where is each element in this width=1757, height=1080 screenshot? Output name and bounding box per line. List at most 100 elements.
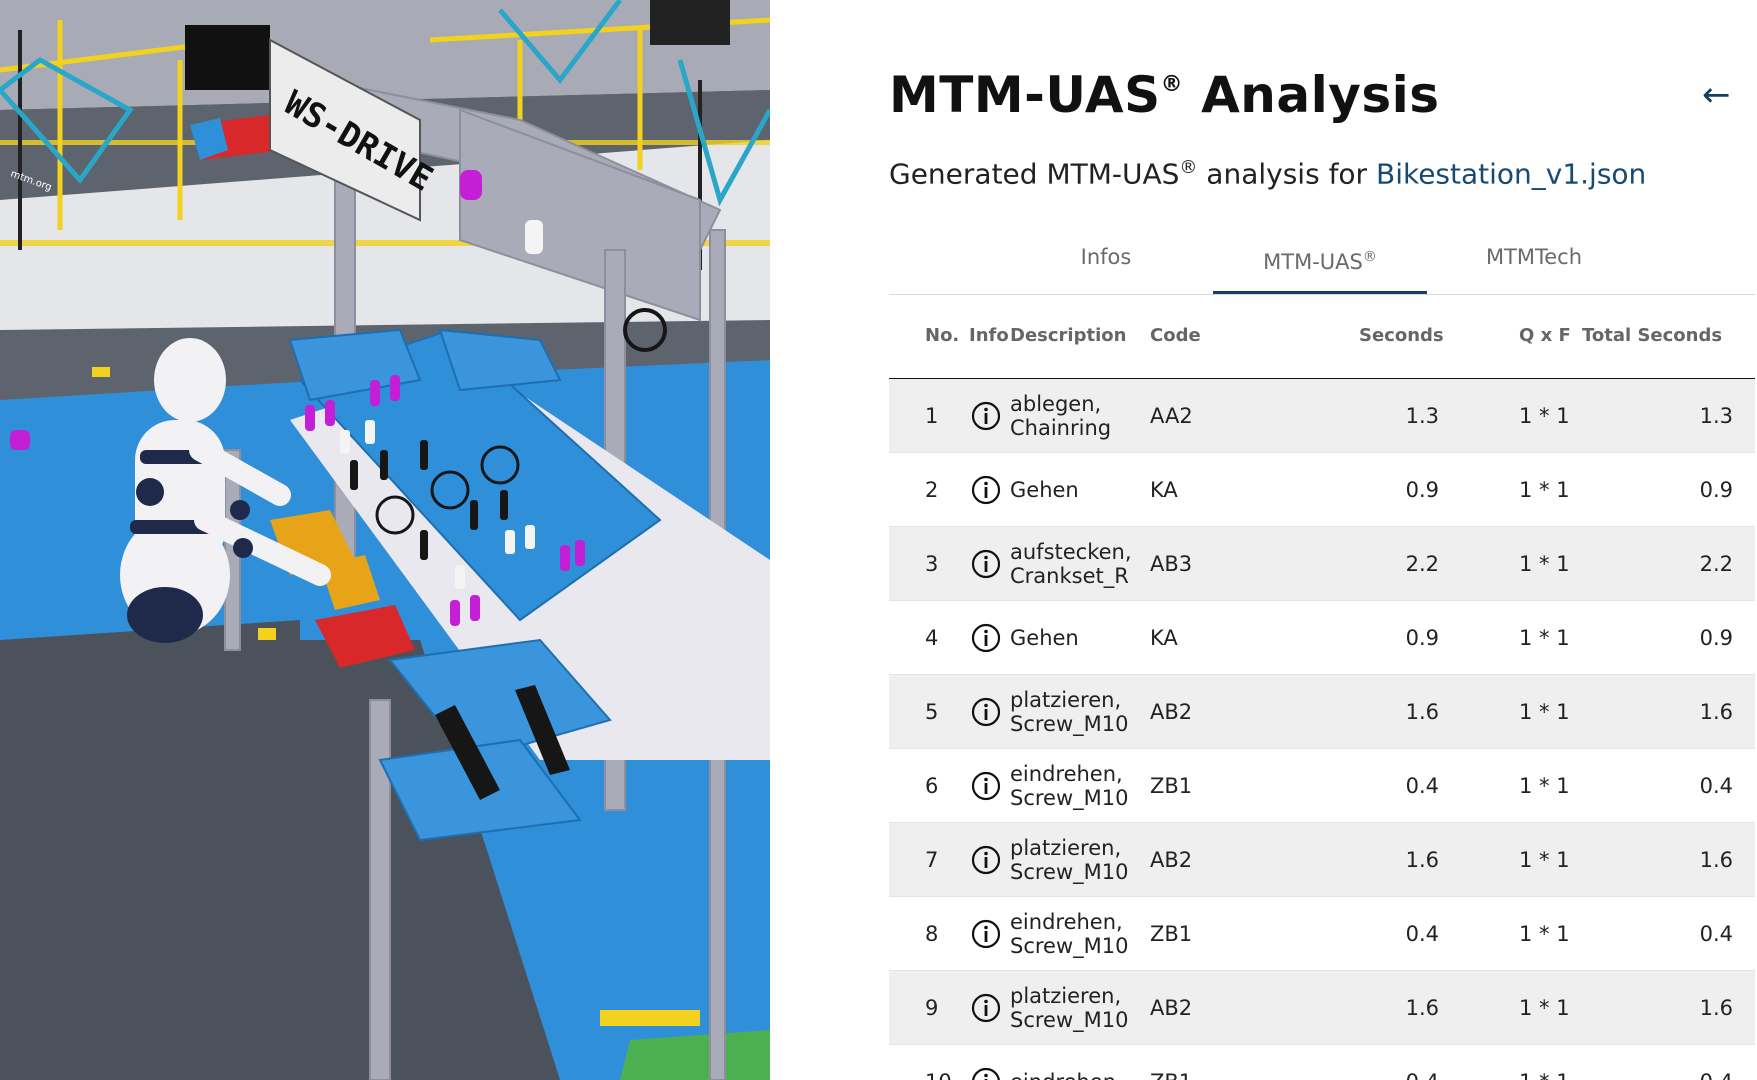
row-code: AB2 [1150, 847, 1193, 872]
info-icon[interactable] [971, 475, 1001, 505]
tab-infos[interactable]: Infos [999, 232, 1213, 294]
table-row[interactable]: 9 platzieren, Screw_M10 AB2 1.6 1 * 1 1.6 [889, 971, 1755, 1045]
row-q-x-f: 1 * 1 [1519, 477, 1570, 502]
row-description: platzieren, Screw_M10 [1010, 687, 1129, 736]
header-seconds[interactable]: Seconds [1359, 325, 1444, 346]
row-code: ZB1 [1150, 1045, 1230, 1080]
row-total-seconds: 1.6 [1699, 995, 1733, 1020]
row-number: 3 [925, 551, 939, 576]
info-icon-cell[interactable] [971, 897, 1005, 970]
header-description[interactable]: Description [1010, 325, 1127, 346]
row-description: eindrehen, [1010, 1045, 1140, 1080]
row-code: KA [1150, 625, 1178, 650]
back-arrow-icon[interactable]: ← [1702, 75, 1731, 115]
row-number: 5 [925, 699, 939, 724]
info-icon[interactable] [971, 1067, 1001, 1080]
row-description: eindrehen, Screw_M10 [1010, 761, 1129, 810]
row-description: platzieren, Screw_M10 [1010, 835, 1129, 884]
table-row[interactable]: 5 platzieren, Screw_M10 AB2 1.6 1 * 1 1.6 [889, 675, 1755, 749]
row-total-seconds: 1.6 [1699, 847, 1733, 872]
tab-bar: Infos MTM-UAS® MTMTech [889, 232, 1755, 295]
row-total-seconds: 0.9 [1699, 625, 1733, 650]
row-q-x-f: 1 * 1 [1519, 995, 1570, 1020]
file-link[interactable]: Bikestation_v1.json [1375, 157, 1647, 191]
table-row[interactable]: 10 eindrehen, ZB1 0.4 1 * 1 0.4 [889, 1045, 1755, 1080]
subtitle-registered-mark: ® [1179, 157, 1198, 178]
row-description: aufstecken, Crankset_R [1010, 539, 1132, 588]
info-icon-cell[interactable] [971, 971, 1005, 1044]
header-code[interactable]: Code [1150, 325, 1201, 346]
info-icon-cell[interactable] [971, 601, 1005, 674]
row-seconds: 1.6 [1405, 699, 1439, 724]
row-code: ZB1 [1150, 773, 1193, 798]
tab-mtm-uas[interactable]: MTM-UAS® [1213, 232, 1427, 294]
info-icon[interactable] [971, 549, 1001, 579]
info-icon[interactable] [971, 919, 1001, 949]
row-q-x-f: 1 * 1 [1519, 773, 1570, 798]
info-icon-cell[interactable] [971, 379, 1005, 452]
table-row[interactable]: 7 platzieren, Screw_M10 AB2 1.6 1 * 1 1.6 [889, 823, 1755, 897]
robot-figure [120, 338, 331, 643]
table-row[interactable]: 3 aufstecken, Crankset_R AB3 2.2 1 * 1 2.2 [889, 527, 1755, 601]
row-description: ablegen, Chainring [1010, 391, 1112, 440]
info-icon[interactable] [971, 993, 1001, 1023]
row-seconds: 1.6 [1405, 995, 1439, 1020]
info-icon-cell[interactable] [971, 823, 1005, 896]
header-q-x-f[interactable]: Q x F [1519, 325, 1571, 346]
table-row[interactable]: 1 ablegen, Chainring AA2 1.3 1 * 1 1.3 [889, 379, 1755, 453]
row-total-seconds: 0.4 [1699, 921, 1733, 946]
info-icon-cell[interactable] [971, 527, 1005, 600]
row-seconds: 0.4 [1359, 1045, 1439, 1080]
table-row[interactable]: 2 Gehen KA 0.9 1 * 1 0.9 [889, 453, 1755, 527]
tab-mtmtech-label: MTMTech [1485, 245, 1583, 269]
row-q-x-f: 1 * 1 [1519, 625, 1570, 650]
row-code: AB2 [1150, 995, 1193, 1020]
tab-mtmtech[interactable]: MTMTech [1427, 232, 1641, 294]
row-number: 10 [925, 1045, 953, 1080]
page-title: MTM-UAS® Analysis [889, 66, 1440, 124]
scene-render: WS-DRIVE mtm.org [0, 0, 770, 1080]
row-total-seconds: 1.3 [1699, 403, 1733, 428]
row-number: 8 [925, 921, 939, 946]
page-subtitle: Generated MTM-UAS® analysis for Bikestat… [889, 157, 1646, 190]
tab-mtm-uas-mark: ® [1362, 249, 1377, 265]
info-icon[interactable] [971, 771, 1001, 801]
tab-infos-label: Infos [1080, 245, 1132, 269]
row-total-seconds: 0.4 [1699, 773, 1733, 798]
row-seconds: 2.2 [1405, 551, 1439, 576]
row-seconds: 1.3 [1405, 403, 1439, 428]
row-q-x-f: 1 * 1 [1519, 403, 1570, 428]
row-number: 6 [925, 773, 939, 798]
info-icon-cell[interactable] [971, 453, 1005, 526]
row-code: AA2 [1150, 403, 1193, 428]
info-icon[interactable] [971, 623, 1001, 653]
table-row[interactable]: 4 Gehen KA 0.9 1 * 1 0.9 [889, 601, 1755, 675]
row-total-seconds: 0.4 [1649, 1045, 1733, 1080]
title-rest: Analysis [1201, 66, 1440, 124]
row-number: 4 [925, 625, 939, 650]
table-row[interactable]: 6 eindrehen, Screw_M10 ZB1 0.4 1 * 1 0.4 [889, 749, 1755, 823]
table-body: 1 ablegen, Chainring AA2 1.3 1 * 1 1.3 2 Gehen K… [889, 379, 1755, 1080]
info-icon[interactable] [971, 845, 1001, 875]
workstation-3d-view[interactable]: WS-DRIVE mtm.org [0, 0, 770, 1080]
header-no[interactable]: No. [925, 325, 960, 346]
subtitle-mid: analysis for [1206, 157, 1368, 191]
title-registered-mark: ® [1160, 72, 1184, 97]
info-icon-cell[interactable] [971, 1045, 1005, 1080]
info-icon[interactable] [971, 401, 1001, 431]
table-row[interactable]: 8 eindrehen, Screw_M10 ZB1 0.4 1 * 1 0.4 [889, 897, 1755, 971]
row-description: Gehen [1010, 477, 1079, 502]
info-icon[interactable] [971, 697, 1001, 727]
row-code: AB2 [1150, 699, 1193, 724]
info-icon-cell[interactable] [971, 749, 1005, 822]
row-total-seconds: 2.2 [1699, 551, 1733, 576]
row-description: eindrehen, Screw_M10 [1010, 909, 1129, 958]
header-total-seconds[interactable]: Total Seconds [1582, 325, 1723, 346]
info-icon-cell[interactable] [971, 675, 1005, 748]
row-total-seconds: 0.9 [1699, 477, 1733, 502]
tab-mtm-uas-label: MTM-UAS [1263, 250, 1363, 274]
row-code: AB3 [1150, 551, 1193, 576]
row-total-seconds: 1.6 [1699, 699, 1733, 724]
row-description: Gehen [1010, 625, 1079, 650]
header-info[interactable]: Info [969, 325, 1009, 346]
